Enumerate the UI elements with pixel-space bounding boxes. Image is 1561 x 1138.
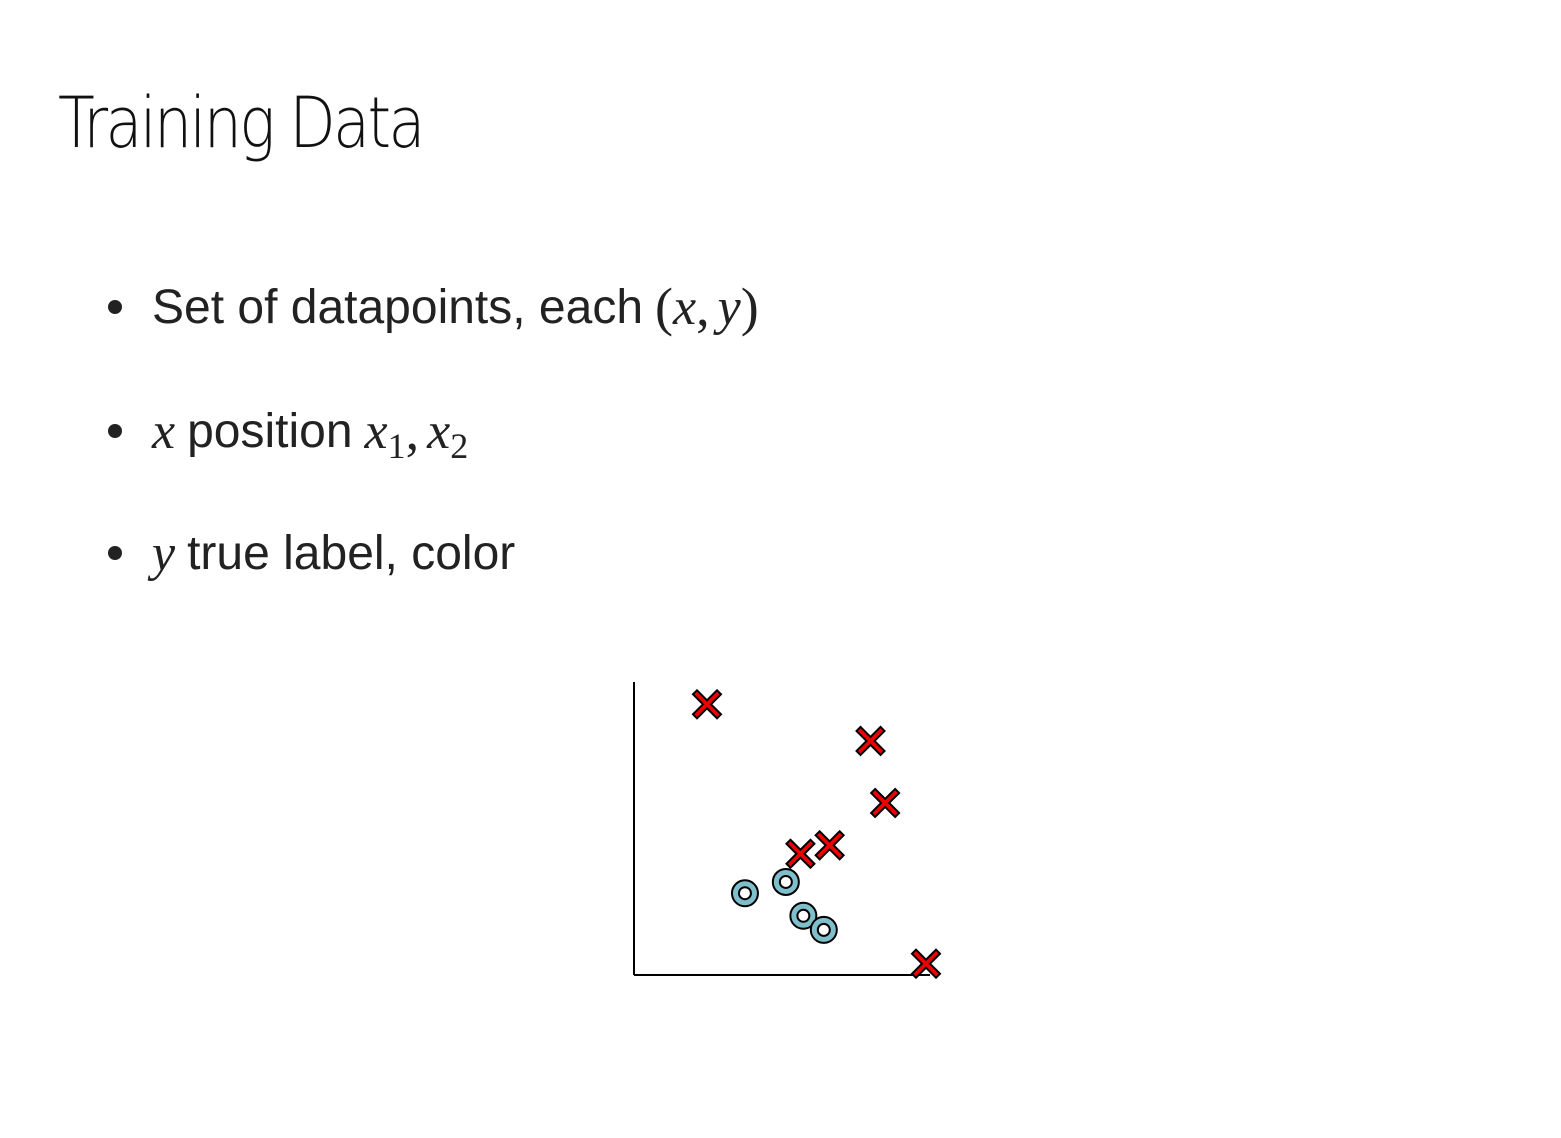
bullet-item-label: y true label, color: [108, 518, 515, 588]
math-subscript-1: 1: [387, 425, 406, 466]
bullet-text: Set of datapoints, each: [152, 280, 644, 334]
cross-marker: [869, 787, 901, 819]
math-var-x: x: [152, 402, 176, 460]
circle-marker: [789, 901, 818, 930]
math-var-y: y: [717, 278, 741, 336]
math-var-x2: x2: [427, 402, 469, 466]
math-var-x1: x1: [364, 402, 406, 466]
bullet-item-datapoints: Set of datapoints, each ( x , y ): [108, 272, 759, 342]
cross-marker: [785, 838, 816, 870]
bullet-text: true label, color: [187, 526, 516, 580]
bullet-dot: [108, 546, 122, 560]
cross-marker: [855, 725, 886, 757]
math-comma: ,: [696, 277, 710, 337]
bullet-item-position: x position x1 , x2: [108, 396, 468, 466]
math-var-y: y: [152, 524, 176, 582]
cross-marker: [814, 829, 846, 861]
slide-title: Training Data: [58, 82, 425, 164]
bullet-text: position: [187, 404, 353, 458]
circle-marker: [809, 915, 838, 944]
cross-marker: [910, 948, 942, 980]
bullet-dot: [108, 424, 122, 438]
math-var-x: x: [673, 278, 697, 336]
math-comma: ,: [405, 401, 420, 461]
circle-marker: [771, 867, 800, 896]
math-subscript-2: 2: [450, 425, 469, 466]
math-close-paren: ): [740, 277, 759, 337]
circle-marker: [730, 879, 759, 908]
math-open-paren: (: [655, 277, 673, 337]
cross-marker: [691, 688, 723, 720]
bullet-dot: [108, 300, 122, 314]
